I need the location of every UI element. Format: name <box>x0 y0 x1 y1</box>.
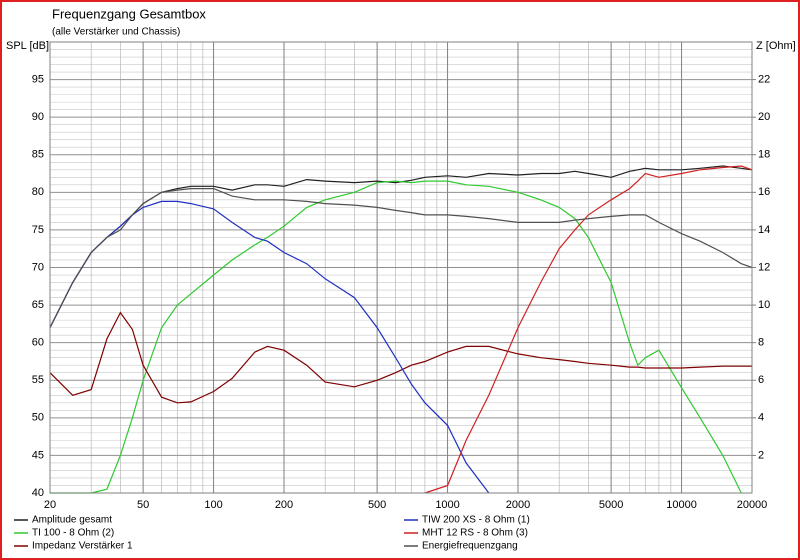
series-line <box>424 165 753 494</box>
y-tick-label: 45 <box>32 449 44 461</box>
y2-tick-label: 10 <box>758 299 770 311</box>
y2-tick-label: 2 <box>758 449 764 461</box>
x-tick-label: 1000 <box>435 499 459 511</box>
grid <box>49 42 753 494</box>
y2-tick-label: 22 <box>758 73 770 85</box>
y-tick-label: 60 <box>32 337 44 349</box>
series-line <box>49 188 753 328</box>
legend-label: Impedanz Verstärker 1 <box>32 541 133 552</box>
x-tick-label: 200 <box>275 499 293 511</box>
y-axis-label: SPL [dB] <box>6 40 49 52</box>
legend-label: TI 100 - 8 Ohm (2) <box>32 528 114 539</box>
y-tick-label: 85 <box>32 149 44 161</box>
y2-tick-label: 8 <box>758 337 764 349</box>
y2-tick-label: 20 <box>758 111 770 123</box>
y-tick-label: 75 <box>32 224 44 236</box>
chart-title: Frequenzgang Gesamtbox <box>52 6 206 21</box>
y-tick-label: 50 <box>32 412 44 424</box>
y-tick-label: 55 <box>32 374 44 386</box>
x-tick-label: 5000 <box>599 499 623 511</box>
x-tick-label: 100 <box>204 499 222 511</box>
x-tick-label: 50 <box>137 499 149 511</box>
x-tick-label: 20 <box>44 499 56 511</box>
y2-tick-label: 14 <box>758 224 770 236</box>
legend-label: MHT 12 RS - 8 Ohm (3) <box>422 528 528 539</box>
legend-label: Amplitude gesamt <box>32 515 112 526</box>
series-line <box>49 200 490 494</box>
y-tick-label: 90 <box>32 111 44 123</box>
x-tick-label: 20000 <box>737 499 768 511</box>
y2-tick-label: 12 <box>758 261 770 273</box>
y-tick-label: 65 <box>32 299 44 311</box>
y2-tick-label: 6 <box>758 374 764 386</box>
legend-label: TIW 200 XS - 8 Ohm (1) <box>422 515 530 526</box>
chart-subtitle: (alle Verstärker und Chassis) <box>52 27 180 38</box>
y2-tick-label: 4 <box>758 412 764 424</box>
series-line <box>50 180 742 494</box>
y-tick-label: 95 <box>32 73 44 85</box>
legend-label: Energiefrequenzgang <box>422 541 518 552</box>
y2-axis-label: Z [Ohm] <box>756 40 796 52</box>
y2-tick-label: 16 <box>758 186 770 198</box>
y-tick-label: 70 <box>32 261 44 273</box>
x-tick-label: 10000 <box>666 499 697 511</box>
y2-tick-label: 18 <box>758 149 770 161</box>
lines <box>49 165 753 494</box>
x-tick-label: 2000 <box>506 499 530 511</box>
x-tick-label: 500 <box>368 499 386 511</box>
y-tick-label: 40 <box>32 487 44 499</box>
series-line <box>49 311 752 404</box>
y-tick-label: 80 <box>32 186 44 198</box>
